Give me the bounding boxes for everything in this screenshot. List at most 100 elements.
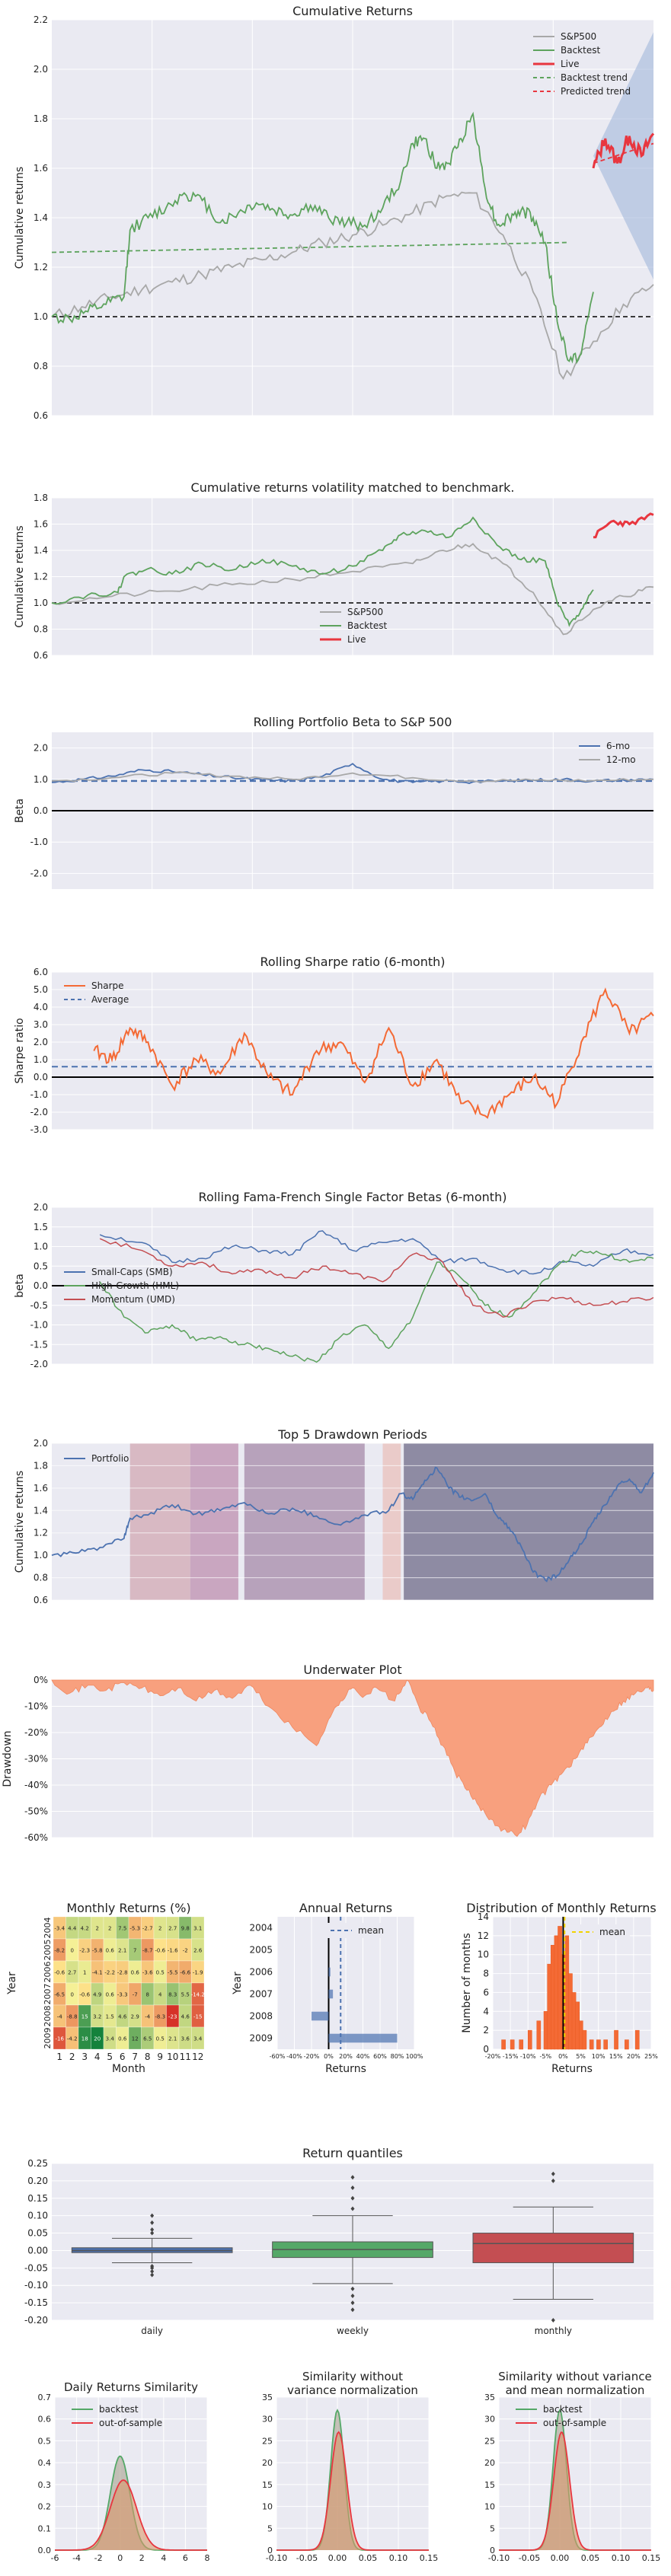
y-tick-label: -1.0: [30, 1320, 48, 1331]
legend: Small-Caps (SMB) High-Growth (HML) Momentu…: [64, 1267, 179, 1305]
series-line: [593, 512, 654, 539]
y-axis-label: Sharpe ratio: [14, 1018, 26, 1083]
x-tick-label: 0.15: [420, 2553, 439, 2563]
y-tick-label: 25: [262, 2436, 273, 2446]
chart-title: Rolling Fama-French Single Factor Betas …: [199, 1190, 507, 1204]
hist-bar: [564, 1935, 570, 2050]
heatmap-value: 20: [94, 2036, 101, 2042]
legend-label: S&P500: [347, 607, 383, 617]
heatmap-value: -2.3: [79, 1948, 90, 1954]
y-tick-label: 0.8: [34, 361, 48, 371]
legend: Sharpe Average: [64, 980, 129, 1005]
flier: [150, 2272, 155, 2278]
heatmap-value: -5.5: [168, 1970, 178, 1976]
hist-bar: [501, 2039, 506, 2050]
heatmap-value: 12: [132, 2036, 139, 2042]
y-tick-label: 2.0: [34, 1037, 48, 1047]
y-axis-label: Cumulative returns: [14, 1471, 26, 1573]
y-tick-label: 0.0: [34, 1280, 48, 1291]
y-tick-label: -2.0: [30, 868, 48, 878]
flier: [150, 2220, 155, 2225]
heatmap-value: 0.6: [131, 1970, 140, 1976]
y-tick-label: 0: [267, 2546, 273, 2555]
series-line: [51, 543, 654, 636]
y-tick-label: 1.0: [34, 1550, 48, 1561]
y-tick-label: 0.5: [38, 2436, 52, 2446]
y-tick-label: -2.0: [30, 1359, 48, 1369]
flier: [350, 2175, 355, 2180]
chart-title: Return quantiles: [302, 2146, 403, 2160]
x-tick-label: -4: [72, 2553, 81, 2563]
y-tick-label: 1.8: [34, 113, 48, 124]
bar: [312, 2011, 329, 2021]
chart-title: Annual Returns: [299, 1901, 392, 1915]
y-tick-label: 0.6: [34, 650, 48, 661]
heatmap-cell: [191, 2026, 205, 2050]
x-axis-label: Returns: [551, 2063, 593, 2075]
y-tick-label: 35: [262, 2393, 273, 2402]
heatmap-value: -8.7: [142, 1948, 153, 1954]
heatmap-value: 0: [71, 1992, 74, 1998]
heatmap-value: -1.9: [193, 1970, 203, 1976]
chart-cumulative-returns: 0.6 0.8 1.0 1.2 1.4 1.6 1.8 2.0 2.2 Cumulative Re…: [14, 4, 655, 421]
y-tick-label: -40%: [24, 1780, 48, 1790]
heatmap-value: 2.1: [168, 2036, 177, 2042]
y-tick-label: 1.2: [34, 1528, 48, 1538]
col-label: 12: [192, 2052, 203, 2062]
y-tick-label: 5: [267, 2523, 273, 2533]
heatmap-value: -4.2: [67, 2036, 78, 2042]
y-tick-label: 0.20: [27, 2176, 48, 2186]
hist-bar: [596, 2039, 601, 2050]
series-line: [51, 516, 594, 627]
x-tick-label: -0.10: [488, 2553, 510, 2563]
flier: [150, 2230, 155, 2236]
hist-bar: [536, 2020, 542, 2050]
y-tick-label: -60%: [24, 1832, 48, 1843]
legend: backtest out-of-sample: [72, 2404, 162, 2428]
y-tick-label: 6: [483, 1987, 489, 1997]
flier: [150, 2213, 155, 2218]
y-tick-label: 0.6: [34, 410, 48, 421]
y-tick-label: 0.0: [34, 1072, 48, 1082]
heatmap-value: 18: [81, 2036, 88, 2042]
heatmap-value: 2: [158, 1926, 161, 1932]
x-tick-label: 4: [161, 2553, 166, 2563]
hist-bar: [578, 2020, 583, 2050]
y-tick-label: 0: [483, 2044, 489, 2055]
y-tick-label: 0%: [34, 1675, 48, 1685]
legend-label: Backtest trend: [561, 72, 628, 83]
series-line: [51, 771, 654, 783]
x-tick-label: 0.05: [359, 2553, 378, 2563]
y-tick-label: -1.0: [30, 837, 48, 847]
y-tick-label: -30%: [24, 1754, 48, 1765]
y-tick-label: -0.10: [24, 2280, 48, 2291]
hist-bar: [510, 2039, 515, 2050]
y-tick-label: 10: [484, 2502, 495, 2512]
hist-bar: [589, 2039, 594, 2050]
y-tick-label: 0.5: [34, 1261, 48, 1271]
legend: mean: [572, 1927, 625, 1937]
series-line: [592, 132, 655, 169]
legend-label: out-of-sample: [543, 2418, 606, 2428]
x-tick-label: daily: [141, 2326, 163, 2336]
y-tick-label: 0.10: [27, 2211, 48, 2221]
heatmap-value: 2: [108, 1926, 111, 1932]
series-line: [93, 987, 654, 1119]
col-label: 10: [167, 2052, 178, 2062]
y-tick-label: 3.0: [34, 1019, 48, 1030]
row-label: 2009: [43, 2028, 53, 2049]
heatmap-value: 8.3: [168, 1992, 177, 1998]
y-tick-label: 0.00: [27, 2245, 48, 2256]
y-tick-label: 1.4: [34, 1505, 48, 1516]
box: [472, 2233, 634, 2263]
drawdown-period: [382, 1443, 401, 1600]
predicted-cone: [593, 32, 653, 280]
y-tick-label: 8: [483, 1969, 489, 1979]
y-tick-label: -0.05: [24, 2262, 48, 2273]
legend-bg: [569, 1924, 630, 1940]
chart-underwater: -60% -50% -40% -30% -20% -10% 0% Underwater Plo…: [2, 1663, 654, 1843]
y-tick-label: -2.0: [30, 1107, 48, 1117]
chart-volatility-matched: 0.6 0.8 1.0 1.2 1.4 1.6 1.8 Cumulative returns …: [14, 480, 654, 661]
